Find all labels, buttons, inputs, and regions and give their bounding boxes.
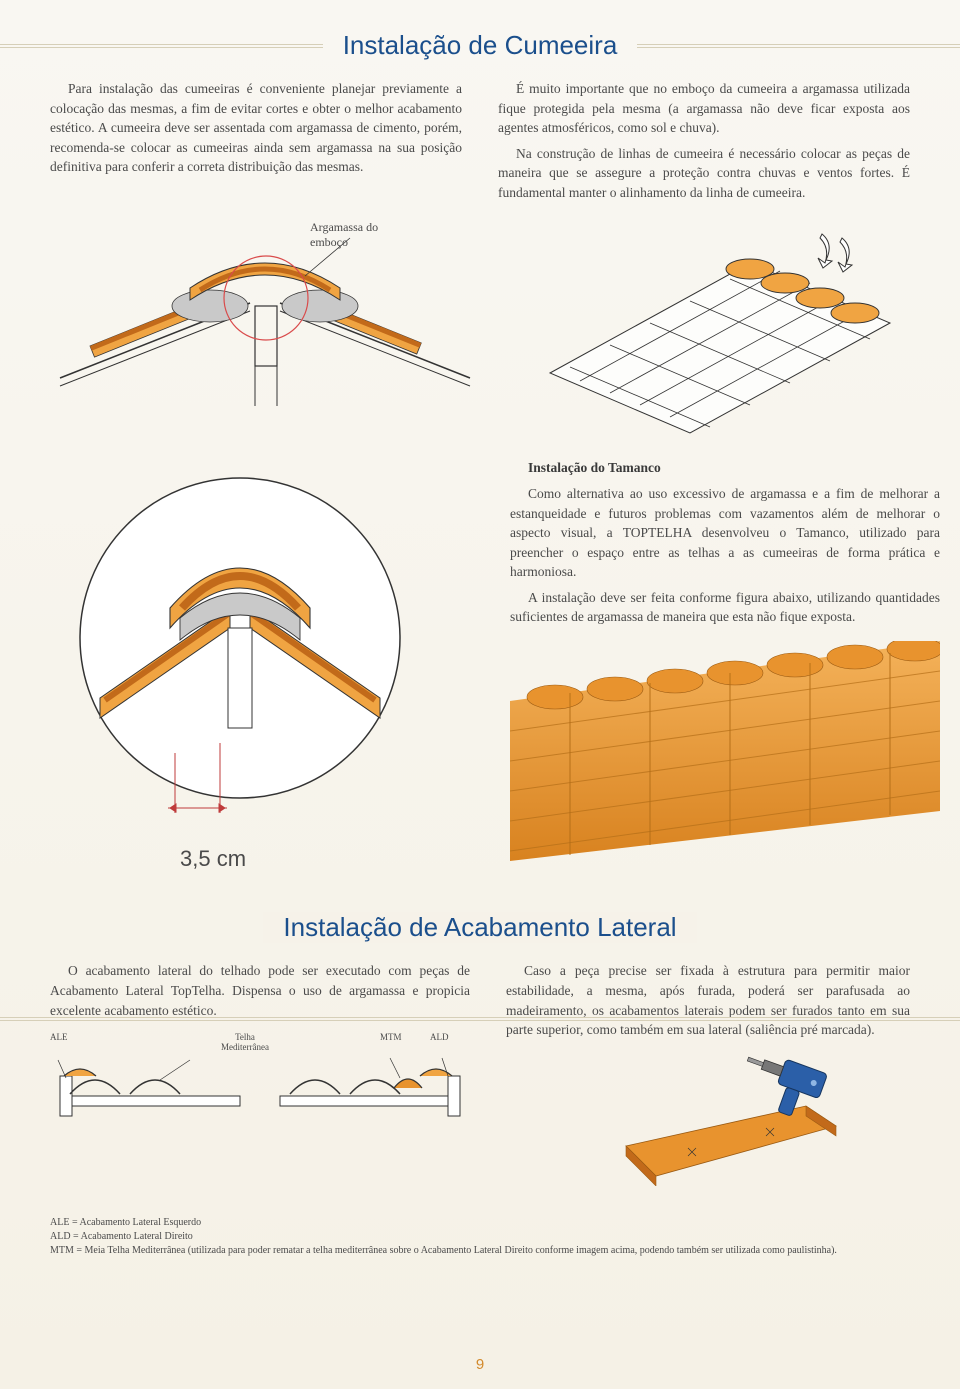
section2: Instalação de Acabamento Lateral O acaba… (50, 912, 910, 1257)
legend: ALE = Acabamento Lateral Esquerdo ALD = … (50, 1216, 910, 1258)
s2-p2: Caso a peça precise ser fixada à estrutu… (506, 961, 910, 1039)
ridge-cross-section-wrap: Argamassa do emboço (50, 228, 480, 408)
iso-tile-wrap (510, 228, 910, 438)
lbl-ale: ALE (50, 1032, 68, 1042)
tamanco-p2: A instalação deve ser feita conforme fig… (510, 588, 940, 627)
s1-p3: Na construção de linhas de cumeeira é ne… (498, 144, 910, 203)
rule-band-2 (0, 1015, 960, 1021)
section2-title: Instalação de Acabamento Lateral (263, 912, 696, 943)
ridge-cross-section-icon (50, 228, 480, 408)
s1-p1: Para instalação das cumeeiras é convenie… (50, 79, 462, 177)
roof-render-icon (510, 641, 940, 861)
tamanco-title: Instalação do Tamanco (528, 460, 661, 475)
page-number: 9 (476, 1356, 484, 1373)
s2-col-right: Caso a peça precise ser fixada à estrutu… (506, 961, 910, 1185)
section1-title: Instalação de Cumeeira (323, 30, 638, 61)
s2-p1: O acabamento lateral do telhado pode ser… (50, 961, 470, 1020)
legend-l1: ALE = Acabamento Lateral Esquerdo (50, 1216, 910, 1230)
section1-columns: Para instalação das cumeeiras é convenie… (50, 79, 910, 208)
drill-tile-icon (506, 1046, 906, 1186)
lbl-telha: Telha Mediterrânea (210, 1032, 280, 1052)
diagram-row-2: 3,5 cm Instalação do Tamanco Como altern… (50, 458, 910, 872)
col-right: É muito importante que no emboço da cume… (498, 79, 910, 208)
s2-col-left: O acabamento lateral do telhado pode ser… (50, 961, 470, 1185)
diagram-row-1: Argamassa do emboço (50, 228, 910, 438)
legend-l2: ALD = Acabamento Lateral Direito (50, 1230, 910, 1244)
lateral-cross-section-icon (50, 1046, 470, 1136)
lbl-mtm: MTM (380, 1032, 402, 1042)
isometric-tile-icon (510, 228, 910, 438)
tamanco-p1: Como alternativa ao uso excessivo de arg… (510, 484, 940, 582)
col-left: Para instalação das cumeeiras é convenie… (50, 79, 462, 208)
tamanco-block: Instalação do Tamanco Como alternativa a… (510, 458, 940, 861)
argamassa-label: Argamassa do emboço (310, 220, 400, 249)
s1-p2: É muito importante que no emboço da cume… (498, 79, 910, 138)
section2-columns: O acabamento lateral do telhado pode ser… (50, 961, 910, 1185)
lbl-ald: ALD (430, 1032, 449, 1042)
circle-detail-icon (50, 468, 430, 838)
measure-label: 3,5 cm (180, 846, 480, 872)
legend-l3: MTM = Meia Telha Mediterrânea (utilizada… (50, 1244, 910, 1258)
circle-detail-wrap: 3,5 cm (50, 468, 480, 872)
